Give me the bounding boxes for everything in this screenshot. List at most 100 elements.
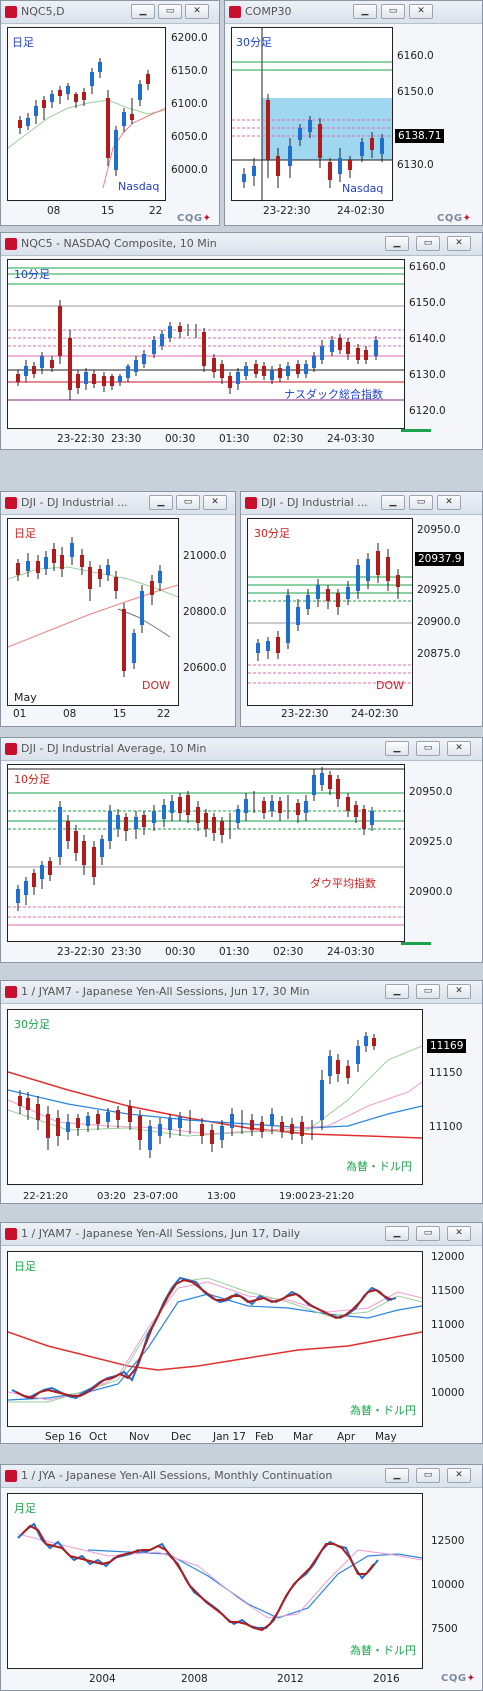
y-tick: 6130.0 (409, 369, 446, 381)
cqg-app-icon (5, 986, 17, 998)
chart-plot[interactable]: 日足 Nasdaq (7, 27, 166, 201)
maximize-icon: ▭ (423, 238, 433, 248)
close-button[interactable]: ✕ (447, 1226, 471, 1241)
close-icon: ✕ (455, 986, 463, 996)
y-tick: 12500 (431, 1535, 465, 1547)
minimize-button[interactable]: ▁ (385, 984, 409, 999)
y-tick: 20925.0 (417, 584, 461, 596)
cqg-app-icon (5, 1470, 17, 1482)
last-price-tag: 11169 (427, 1039, 467, 1053)
month-label: May (14, 691, 37, 704)
chart-plot[interactable]: 日足 DOW May (7, 518, 179, 706)
maximize-button[interactable]: ▭ (416, 741, 440, 756)
close-icon: ✕ (193, 6, 201, 16)
close-button[interactable]: ✕ (185, 4, 209, 19)
minimize-button[interactable]: ▁ (385, 236, 409, 251)
minimize-button[interactable]: ▁ (385, 741, 409, 756)
titlebar[interactable]: NQC5,D ▁ ▭ ✕ (1, 1, 219, 24)
instrument-label: DOW (376, 679, 405, 692)
window-comp-30min[interactable]: COMP30 ▁ ▭ ✕ (224, 0, 483, 226)
chart-plot[interactable]: 日足 為替・ドル円 (7, 1251, 423, 1427)
maximize-button[interactable]: ▭ (416, 1226, 440, 1241)
titlebar[interactable]: 1 / JYA - Japanese Yen-All Sessions, Mon… (1, 1465, 482, 1488)
close-button[interactable]: ✕ (447, 1468, 471, 1483)
chart-plot[interactable]: 30分足 為替・ドル円 (7, 1009, 423, 1185)
y-tick: 10000 (431, 1579, 465, 1591)
x-tick: Mar (293, 1431, 313, 1443)
y-tick: 6000.0 (171, 164, 208, 176)
maximize-button[interactable]: ▭ (176, 495, 200, 510)
window-nqc5-daily[interactable]: NQC5,D ▁ ▭ ✕ (0, 0, 220, 226)
titlebar[interactable]: DJI - DJ Industrial ... ▁ ▭ ✕ (241, 492, 482, 515)
titlebar[interactable]: COMP30 ▁ ▭ ✕ (225, 1, 482, 24)
close-button[interactable]: ✕ (447, 236, 471, 251)
instrument-label: Nasdaq (118, 180, 160, 193)
y-tick: 20900.0 (417, 616, 461, 628)
chart-plot[interactable]: 30分足 Nasdaq (231, 27, 393, 201)
close-button[interactable]: ✕ (447, 741, 471, 756)
window-title: NQC5,D (21, 5, 65, 18)
x-tick: 23-22:30 (263, 205, 311, 217)
window-title: DJI - DJ Industrial ... (21, 496, 128, 509)
titlebar[interactable]: DJI - DJ Industrial ... ▁ ▭ ✕ (1, 492, 235, 515)
window-title: DJI - DJ Industrial ... (261, 496, 368, 509)
y-tick: 11150 (429, 1067, 463, 1079)
scroll-indicator (401, 429, 431, 432)
maximize-button[interactable]: ▭ (416, 984, 440, 999)
minimize-button[interactable]: ▁ (131, 4, 155, 19)
window-dji-10min[interactable]: DJI - DJ Industrial Average, 10 Min ▁ ▭ … (0, 737, 483, 963)
titlebar[interactable]: DJI - DJ Industrial Average, 10 Min ▁ ▭ … (1, 738, 482, 761)
maximize-button[interactable]: ▭ (381, 4, 405, 19)
period-label: 日足 (12, 36, 34, 49)
y-tick: 20600.0 (183, 662, 227, 674)
window-dji-30min[interactable]: DJI - DJ Industrial ... ▁ ▭ ✕ (240, 491, 483, 727)
close-button[interactable]: ✕ (447, 984, 471, 999)
x-tick: 2012 (277, 1673, 304, 1685)
chart-plot[interactable]: 10分足 ダウ平均指数 (7, 764, 405, 942)
chart-svg (8, 1276, 422, 1403)
x-tick: 23-22:30 (281, 708, 329, 720)
y-tick: 6100.0 (171, 98, 208, 110)
window-nasdaq-10min[interactable]: NQC5 - NASDAQ Composite, 10 Min ▁ ▭ ✕ (0, 232, 483, 450)
x-tick: 22-21:20 (23, 1191, 69, 1202)
chart-svg (8, 58, 165, 189)
minimize-button[interactable]: ▁ (381, 495, 405, 510)
close-button[interactable]: ✕ (409, 4, 433, 19)
maximize-icon: ▭ (423, 1228, 433, 1238)
close-icon: ✕ (455, 743, 463, 753)
close-icon: ✕ (455, 238, 463, 248)
window-title: 1 / JYAM7 - Japanese Yen-All Sessions, J… (21, 985, 310, 998)
close-button[interactable]: ✕ (203, 495, 227, 510)
x-tick: 08 (63, 708, 77, 720)
minimize-button[interactable]: ▁ (385, 1226, 409, 1241)
y-tick: 7500 (431, 1623, 458, 1635)
close-button[interactable]: ✕ (437, 495, 461, 510)
chart-plot[interactable]: 月足 為替・ドル円 (7, 1493, 423, 1669)
x-tick: 24-02:30 (337, 205, 385, 217)
period-label: 30分足 (254, 527, 290, 540)
minimize-icon: ▁ (393, 743, 401, 753)
maximize-button[interactable]: ▭ (416, 236, 440, 251)
titlebar[interactable]: 1 / JYAM7 - Japanese Yen-All Sessions, J… (1, 1223, 482, 1246)
minimize-button[interactable]: ▁ (385, 1468, 409, 1483)
x-tick: Oct (89, 1431, 108, 1443)
y-tick: 6150.0 (171, 65, 208, 77)
maximize-button[interactable]: ▭ (158, 4, 182, 19)
minimize-button[interactable]: ▁ (353, 4, 377, 19)
close-icon: ✕ (455, 1228, 463, 1238)
window-jpy-monthly[interactable]: 1 / JYA - Japanese Yen-All Sessions, Mon… (0, 1464, 483, 1691)
window-dji-daily[interactable]: DJI - DJ Industrial ... ▁ ▭ ✕ (0, 491, 236, 727)
maximize-button[interactable]: ▭ (416, 1468, 440, 1483)
window-jpy-daily[interactable]: 1 / JYAM7 - Japanese Yen-All Sessions, J… (0, 1222, 483, 1444)
chart-plot[interactable]: 10分足 ナスダック総合指数 (7, 259, 405, 429)
x-tick: 08 (47, 205, 61, 217)
maximize-button[interactable]: ▭ (409, 495, 433, 510)
cqg-logo: CQG✦ (441, 1673, 476, 1684)
titlebar[interactable]: 1 / JYAM7 - Japanese Yen-All Sessions, J… (1, 981, 482, 1004)
instrument-label: DOW (142, 679, 171, 692)
chart-plot[interactable]: 30分足 DOW (247, 518, 413, 706)
titlebar[interactable]: NQC5 - NASDAQ Composite, 10 Min ▁ ▭ ✕ (1, 233, 482, 256)
window-jpy-30min[interactable]: 1 / JYAM7 - Japanese Yen-All Sessions, J… (0, 980, 483, 1204)
minimize-button[interactable]: ▁ (149, 495, 173, 510)
y-tick: 6120.0 (409, 405, 446, 417)
